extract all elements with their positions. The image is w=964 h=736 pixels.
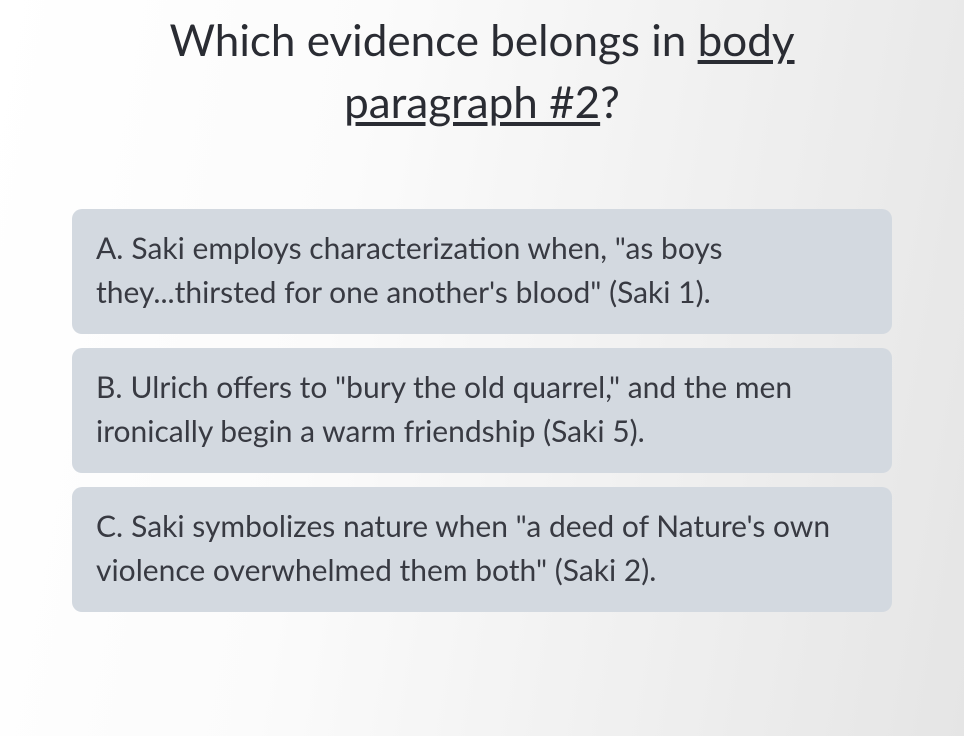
option-letter: A. <box>96 230 123 266</box>
answer-option-c[interactable]: C.Saki symbolizes nature when "a deed of… <box>72 487 892 612</box>
option-letter: B. <box>96 369 122 405</box>
question-title: Which evidence belongs in body paragraph… <box>72 10 892 133</box>
question-suffix: ? <box>600 76 620 128</box>
answer-option-a[interactable]: A.Saki employs characterization when, "a… <box>72 209 892 334</box>
option-letter: C. <box>96 508 123 544</box>
option-text: Ulrich offers to "bury the old quarrel,"… <box>96 369 792 449</box>
answer-option-b[interactable]: B.Ulrich offers to "bury the old quarrel… <box>72 348 892 473</box>
option-text: Saki symbolizes nature when "a deed of N… <box>96 508 830 588</box>
quiz-slide: Which evidence belongs in body paragraph… <box>0 0 964 736</box>
option-text: Saki employs characterization when, "as … <box>96 230 723 310</box>
answer-options: A.Saki employs characterization when, "a… <box>72 209 892 612</box>
question-prefix: Which evidence belongs in <box>169 14 697 66</box>
